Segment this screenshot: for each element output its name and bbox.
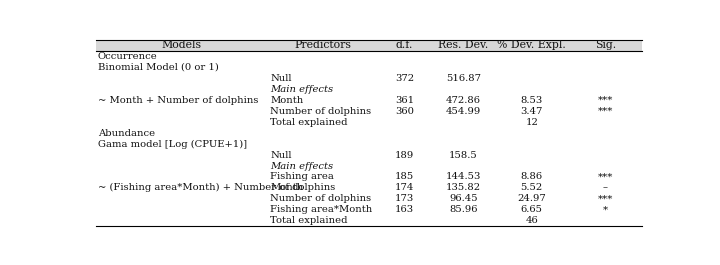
Text: 85.96: 85.96 — [449, 205, 477, 214]
Text: 135.82: 135.82 — [446, 183, 481, 192]
Text: Null: Null — [270, 151, 292, 160]
Text: 516.87: 516.87 — [446, 74, 481, 83]
Text: 5.52: 5.52 — [521, 183, 543, 192]
Text: 46: 46 — [526, 216, 538, 225]
Text: ***: *** — [598, 96, 613, 105]
Text: Total explained: Total explained — [270, 216, 348, 225]
Text: 6.65: 6.65 — [521, 205, 543, 214]
Text: 158.5: 158.5 — [449, 151, 477, 160]
Text: *: * — [603, 205, 608, 214]
Text: 372: 372 — [395, 74, 414, 83]
Text: Fishing area: Fishing area — [270, 173, 334, 182]
Text: 8.53: 8.53 — [521, 96, 543, 105]
Text: 189: 189 — [395, 151, 414, 160]
Text: ***: *** — [598, 195, 613, 204]
Text: Models: Models — [162, 41, 202, 50]
Text: ~ (Fishing area*Month) + Number of dolphins: ~ (Fishing area*Month) + Number of dolph… — [98, 183, 335, 192]
Text: ***: *** — [598, 173, 613, 182]
Text: Number of dolphins: Number of dolphins — [270, 195, 372, 204]
Text: Res. Dev.: Res. Dev. — [438, 41, 488, 50]
Text: Predictors: Predictors — [294, 41, 351, 50]
Text: Main effects: Main effects — [270, 85, 333, 94]
Text: Total explained: Total explained — [270, 118, 348, 127]
Text: 472.86: 472.86 — [446, 96, 481, 105]
Text: 185: 185 — [395, 173, 414, 182]
Text: ***: *** — [598, 107, 613, 116]
Text: 12: 12 — [526, 118, 538, 127]
Text: Occurrence: Occurrence — [98, 52, 158, 61]
Text: 454.99: 454.99 — [446, 107, 481, 116]
Text: Binomial Model (0 or 1): Binomial Model (0 or 1) — [98, 63, 219, 72]
Text: –: – — [603, 183, 608, 192]
Text: 144.53: 144.53 — [446, 173, 481, 182]
Text: d.f.: d.f. — [396, 41, 413, 50]
Text: Gama model [Log (CPUE+1)]: Gama model [Log (CPUE+1)] — [98, 140, 247, 149]
Text: 173: 173 — [395, 195, 414, 204]
Text: Number of dolphins: Number of dolphins — [270, 107, 372, 116]
Text: 24.97: 24.97 — [517, 195, 546, 204]
Text: 8.86: 8.86 — [521, 173, 543, 182]
Text: Null: Null — [270, 74, 292, 83]
Text: ~ Month + Number of dolphins: ~ Month + Number of dolphins — [98, 96, 258, 105]
Text: Sig.: Sig. — [595, 41, 616, 50]
Text: 361: 361 — [395, 96, 414, 105]
Text: Abundance: Abundance — [98, 129, 155, 138]
Text: 360: 360 — [395, 107, 414, 116]
Bar — [96, 40, 642, 51]
Text: 96.45: 96.45 — [449, 195, 477, 204]
Text: 174: 174 — [395, 183, 414, 192]
Text: Main effects: Main effects — [270, 161, 333, 170]
Text: % Dev. Expl.: % Dev. Expl. — [498, 41, 566, 50]
Text: Fishing area*Month: Fishing area*Month — [270, 205, 372, 214]
Text: 163: 163 — [395, 205, 414, 214]
Text: Month: Month — [270, 183, 303, 192]
Text: 3.47: 3.47 — [521, 107, 543, 116]
Text: Month: Month — [270, 96, 303, 105]
